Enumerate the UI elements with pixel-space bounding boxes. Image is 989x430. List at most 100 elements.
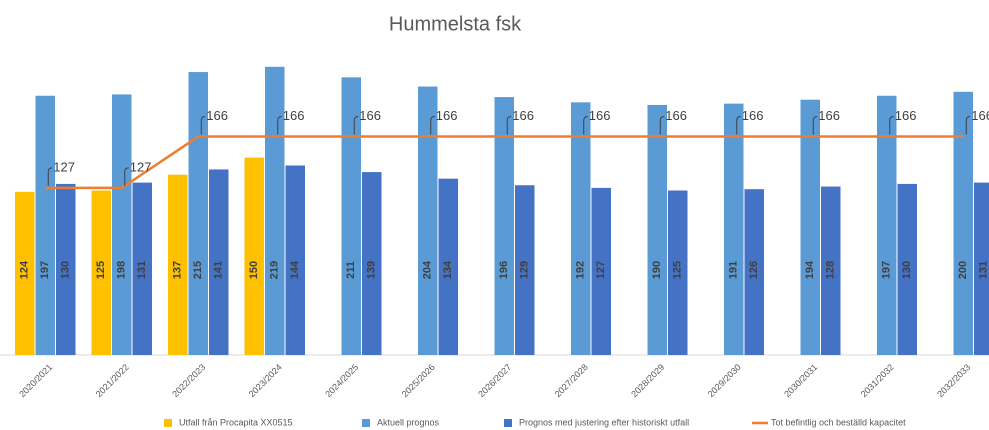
line-label: 166 [206, 108, 228, 123]
bar-label: 139 [366, 261, 378, 279]
x-tick-label: 2020/2021 [17, 362, 54, 399]
x-tick-label: 2023/2024 [247, 362, 284, 399]
line-series [45, 135, 964, 190]
label-callout [736, 116, 741, 135]
bar [591, 187, 611, 355]
bar-label: 130 [901, 261, 913, 279]
bar-label: 134 [442, 260, 454, 279]
bar-label: 204 [422, 260, 434, 279]
bar [244, 157, 264, 355]
label-callout [277, 116, 282, 135]
bar-label: 131 [978, 261, 989, 279]
bar-label: 125 [672, 261, 684, 279]
label-callout [200, 116, 206, 135]
bar-label: 196 [498, 261, 510, 279]
label-callout [659, 116, 665, 135]
bar [168, 174, 188, 355]
bar-label: 144 [289, 260, 301, 279]
bar [494, 97, 514, 356]
x-tick-label: 2032/2033 [935, 362, 972, 399]
x-tick-label: 2027/2028 [553, 362, 590, 399]
bar-label: 194 [804, 260, 816, 279]
x-tick-label: 2028/2029 [629, 362, 666, 399]
bar-label: 197 [881, 261, 893, 279]
bar [953, 91, 973, 356]
bar-label: 129 [519, 261, 531, 279]
label-callout [506, 116, 512, 135]
label-callout [124, 167, 129, 186]
legend-label: Utfall från Procapita XX0515 [179, 417, 293, 427]
bar-label: 125 [95, 261, 107, 279]
line-label: 166 [589, 108, 611, 123]
x-tick-label: 2025/2026 [400, 362, 437, 399]
x-tick-label: 2021/2022 [94, 362, 131, 399]
bar-label: 215 [192, 261, 204, 279]
bar [571, 102, 591, 355]
bar [974, 182, 989, 355]
bar-label: 141 [213, 261, 225, 279]
x-tick-label: 2029/2030 [706, 362, 743, 399]
bar-label: 126 [748, 261, 760, 279]
legend-swatch [362, 419, 370, 427]
bar [744, 189, 764, 355]
bar [821, 186, 841, 355]
bar [362, 172, 382, 355]
bar [209, 169, 229, 355]
bar-label: 197 [39, 261, 51, 279]
legend-swatch [504, 419, 512, 427]
x-tick-label: 2024/2025 [323, 362, 360, 399]
bar [265, 66, 285, 356]
label-callout [889, 116, 894, 135]
bar [35, 95, 55, 356]
line-label: 127 [53, 159, 75, 174]
bar [285, 165, 305, 355]
bar [112, 94, 132, 355]
line-label: 166 [971, 108, 989, 123]
line-label: 166 [818, 108, 840, 123]
line-label: 166 [895, 108, 917, 123]
label-callout [430, 116, 435, 135]
bar-label: 219 [269, 261, 281, 279]
bar-label: 192 [575, 261, 587, 279]
line-label: 166 [665, 108, 687, 123]
bar [418, 86, 438, 355]
bar-label: 200 [957, 261, 969, 279]
bar-label: 198 [116, 261, 128, 279]
label-callout [812, 116, 818, 135]
bar [877, 95, 897, 356]
legend-label: Tot befintlig och beställd kapacitet [771, 417, 906, 427]
bar [56, 183, 76, 355]
bar [647, 104, 667, 356]
bar-label: 124 [19, 260, 31, 279]
bar-label: 130 [60, 261, 72, 279]
bar [438, 178, 458, 355]
line-label: 166 [359, 108, 381, 123]
bar-label: 211 [345, 261, 357, 279]
label-callout [47, 167, 53, 186]
label-callout [965, 116, 971, 135]
bar [91, 190, 111, 355]
legend-label: Prognos med justering efter historiskt u… [519, 417, 689, 427]
legend-swatch [164, 419, 172, 427]
bar-label: 128 [825, 261, 837, 279]
legend-label: Aktuell prognos [377, 417, 440, 427]
label-callout [353, 116, 359, 135]
bar [897, 183, 917, 355]
bar-label: 131 [136, 261, 148, 279]
bar-label: 190 [651, 261, 663, 279]
bar [188, 72, 208, 355]
bar [515, 185, 535, 355]
label-callout [583, 116, 588, 135]
x-tick-label: 2026/2027 [476, 362, 513, 399]
line-label: 166 [742, 108, 764, 123]
bar-label: 127 [595, 261, 607, 279]
bar [15, 191, 35, 355]
line-label: 166 [283, 108, 305, 123]
chart-title: Hummelsta fsk [389, 13, 522, 35]
bar [668, 190, 688, 355]
line-label: 166 [512, 108, 534, 123]
bar [724, 103, 744, 355]
bar [132, 182, 152, 355]
x-tick-label: 2022/2023 [170, 362, 207, 399]
